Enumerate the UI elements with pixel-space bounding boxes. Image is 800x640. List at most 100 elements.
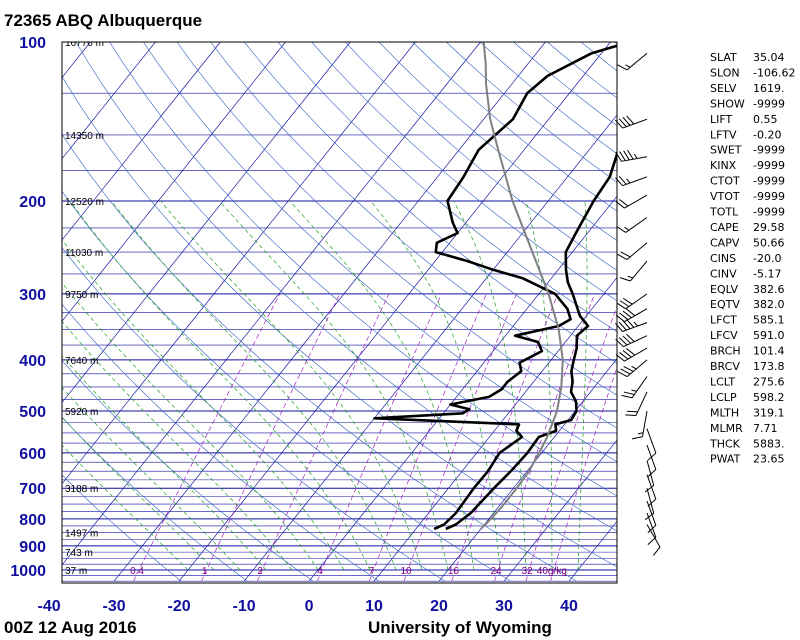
pressure-tick-label: 200 [19,194,46,211]
footer-time: 00Z 12 Aug 2016 [4,618,137,637]
index-key: CAPE [710,221,739,234]
mixing-ratio-label: 1 [202,566,208,577]
index-key: BRCV [710,360,740,373]
moist-adiabat [525,200,553,570]
index-key: VTOT [710,190,740,203]
height-label: 9750 m [65,290,98,301]
pressure-tick-label: 900 [19,539,46,556]
wind-barb [615,194,648,209]
dry-adiabat [412,42,617,212]
dry-adiabat [62,474,182,582]
height-label: 7640 m [65,356,98,367]
index-key: SHOW [710,97,745,110]
index-key: MLMR [710,422,743,435]
wind-barb [615,308,648,323]
dry-adiabat [109,42,617,497]
index-key: LFTV [710,128,737,141]
pressure-tick-label: 400 [19,353,46,370]
index-value: -0.20 [753,128,781,141]
moist-adiabat [453,200,527,571]
plot-frame [61,41,618,584]
wind-barb [617,52,648,71]
pressure-tick-label: 700 [19,481,46,498]
dry-adiabat [62,190,512,582]
moist-adiabat [160,200,423,571]
isotherm-line [243,114,617,582]
isotherm-line [373,276,617,582]
index-key: SLAT [710,51,737,64]
index-value: 591.0 [753,329,785,342]
mixing-ratio-label: 4 [317,566,323,577]
index-key: LFCV [710,329,738,342]
temperature-tick-label: -10 [232,598,255,615]
isotherm-line [113,42,546,582]
wind-barb [615,347,648,362]
index-key: LFCT [710,314,737,327]
index-key: BRCH [710,345,741,358]
index-value: 382.0 [753,298,785,311]
moist-adiabat [69,200,371,571]
height-label: 11030 m [65,248,103,259]
wind-barb [617,242,648,260]
dry-adiabat [176,42,617,429]
dry-adiabat [75,42,617,532]
mixing-ratio-line [451,293,559,582]
index-key: SELV [710,82,737,95]
moist-adiabat [62,320,293,571]
dry-adiabat [62,360,314,582]
index-value: -9999 [753,144,785,157]
index-value: 319.1 [753,406,785,419]
index-key: EQTV [710,298,740,311]
pressure-tick-label: 100 [19,35,46,52]
mixing-ratio-line [201,293,341,582]
mixing-ratio-label: 2 [257,566,263,577]
isotherm-line [62,42,416,485]
wind-barb [617,359,648,378]
wind-barb [631,411,648,440]
index-value: 1619. [753,82,785,95]
moist-adiabat [62,239,345,571]
index-value: 23.65 [753,453,785,466]
height-label: 14350 m [65,131,104,142]
temperature-profile [445,149,617,531]
dry-adiabat [277,42,617,333]
wind-barb [644,460,655,493]
index-value: 0.55 [753,113,778,126]
temperature-tick-label: 0 [305,598,314,615]
index-value: 275.6 [753,375,785,388]
wind-barb [615,175,648,187]
isotherm-line [178,42,611,582]
index-key: SLON [710,66,740,79]
index-key: PWAT [710,453,741,466]
mixing-ratio-line [525,304,617,582]
stability-indices: SLAT 35.04 SLON -106.62 SELV 1619. SHOW -9999 LI… [709,51,795,466]
mixing-ratio-line [550,366,617,582]
dry-adiabat [210,42,617,396]
isotherm-line [62,42,351,404]
wind-barb [646,474,657,507]
index-key: MLTH [710,406,739,419]
isotherm-line [62,42,91,79]
wind-barbs [615,52,661,556]
wind-barb [616,293,648,310]
dry-adiabat [244,42,617,364]
temperature-tick-label: 40 [560,598,578,615]
index-value: 173.8 [753,360,785,373]
dry-adiabat [62,303,380,582]
index-value: -9999 [753,159,785,172]
moist-adiabat [62,386,241,571]
mixing-ratio-label: 7 [369,566,375,577]
pressure-tick-label: 800 [19,512,46,529]
index-key: CINS [710,252,736,265]
mixing-ratio-line [403,293,517,582]
isotherm-line [503,439,617,582]
index-key: EQLV [710,283,739,296]
temperature-tick-label: -40 [37,598,60,615]
pressure-tick-label: 600 [19,446,46,463]
temperature-tick-label: -30 [102,598,125,615]
parcel-path [480,42,564,530]
wind-barb [646,500,657,533]
index-value: -9999 [753,190,785,203]
isotherm-line [62,42,286,322]
